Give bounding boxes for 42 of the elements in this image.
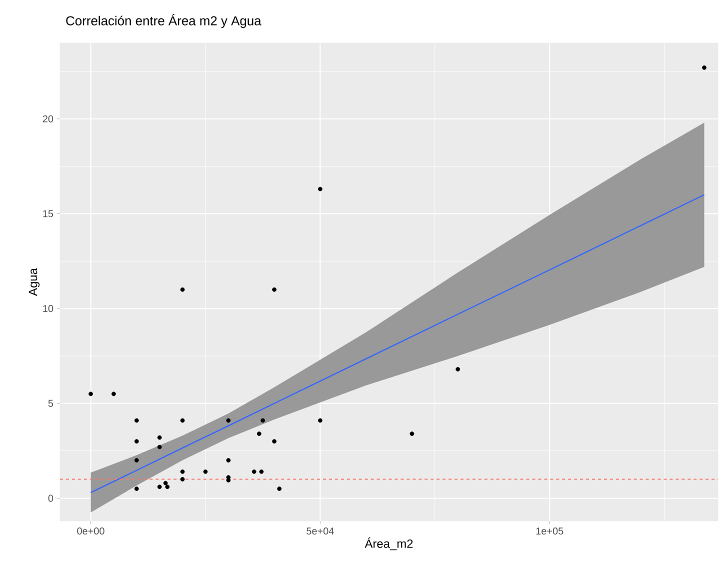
point — [134, 486, 139, 491]
y-tick-label: 15 — [43, 210, 54, 218]
point — [226, 418, 231, 423]
point — [180, 287, 185, 292]
chart-title: Correlación entre Área m2 y Agua — [66, 14, 262, 28]
point — [203, 469, 208, 474]
point — [226, 478, 231, 482]
point — [157, 484, 162, 490]
point — [259, 469, 264, 474]
point — [157, 444, 162, 450]
point — [252, 469, 256, 474]
x-tick-label: 5e+04 — [306, 528, 334, 535]
y-tick-label: 20 — [42, 115, 54, 122]
x-tick-label: 0e+00 — [77, 528, 104, 535]
y-axis-title: Agua — [28, 268, 40, 296]
point — [272, 439, 276, 444]
point — [272, 287, 276, 292]
point — [165, 484, 170, 490]
x-axis-title: Área_m2 — [364, 537, 413, 550]
point — [134, 439, 139, 444]
point — [318, 418, 322, 423]
point — [163, 480, 168, 486]
point — [111, 392, 116, 396]
point — [256, 432, 262, 436]
point — [318, 186, 322, 192]
x-tick-label: 1e+05 — [536, 528, 564, 535]
point — [157, 435, 162, 440]
point — [702, 65, 706, 70]
point — [260, 418, 266, 423]
point — [180, 418, 185, 423]
point — [410, 432, 414, 436]
y-tick-label: 5 — [48, 400, 54, 407]
point — [456, 367, 460, 372]
point — [180, 469, 185, 474]
point — [134, 458, 139, 462]
y-tick-label: 10 — [43, 305, 54, 312]
point — [277, 486, 282, 491]
point — [180, 477, 185, 482]
point — [88, 392, 93, 396]
point — [226, 458, 231, 462]
point — [134, 418, 139, 423]
y-tick-label: 0 — [48, 494, 54, 502]
